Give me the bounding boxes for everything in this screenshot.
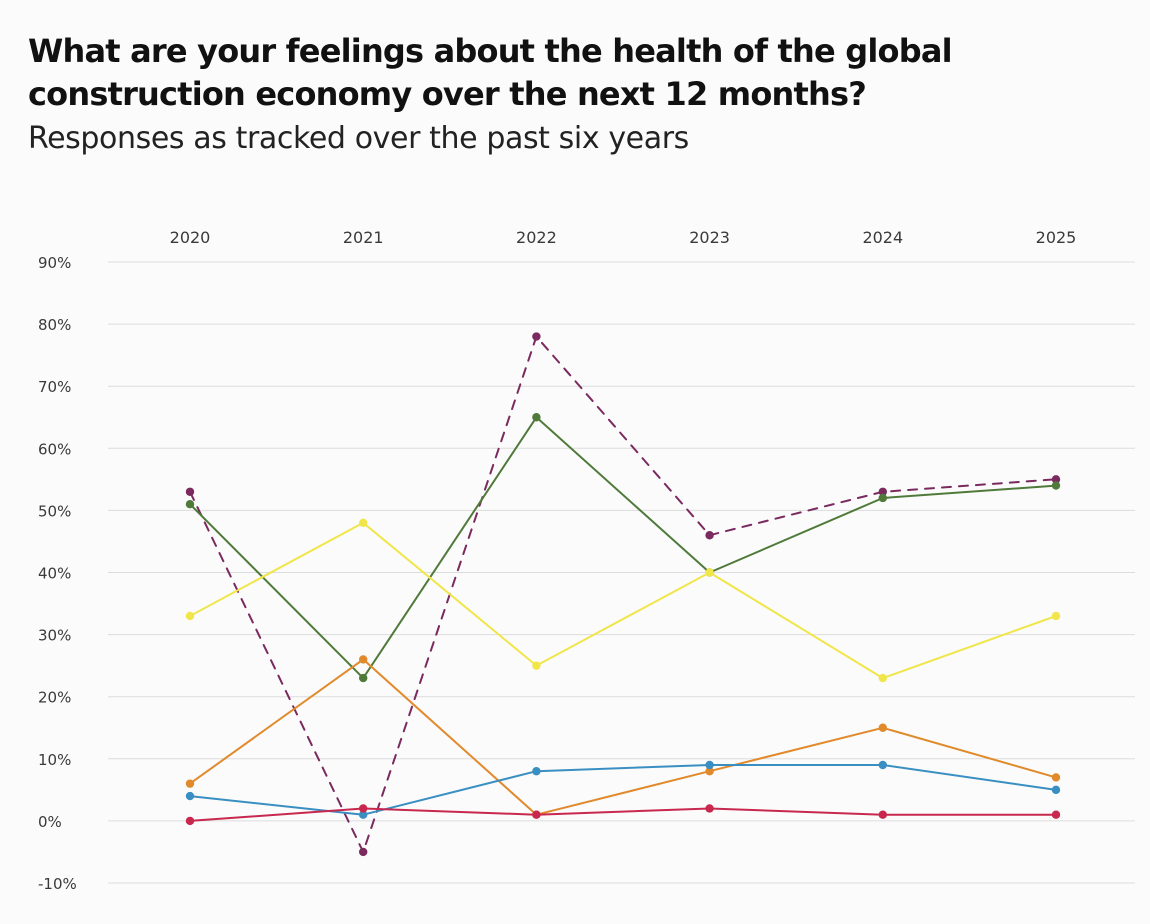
y-tick-label: 90% — [38, 254, 71, 272]
x-tick-label: 2022 — [516, 228, 557, 247]
data-point — [705, 760, 714, 770]
data-point — [1051, 773, 1061, 782]
data-point — [705, 531, 714, 540]
y-tick-label: 20% — [38, 689, 71, 707]
data-point — [532, 810, 541, 819]
data-point — [185, 611, 195, 621]
data-point — [1051, 475, 1061, 484]
series-line — [189, 658, 1057, 816]
data-point — [185, 816, 195, 826]
y-tick-label: 50% — [38, 502, 71, 520]
y-axis-tick-labels: 90% 80% 70% 60% 50% 40% 30% 20% 10% 0% -10% — [38, 254, 77, 893]
data-point — [532, 332, 541, 341]
data-point — [185, 499, 195, 509]
data-point — [1051, 785, 1061, 795]
series-6 — [185, 804, 1061, 826]
data-point — [1051, 810, 1061, 819]
series-line — [189, 521, 1057, 680]
x-tick-label: 2023 — [689, 228, 730, 247]
y-tick-label: 80% — [38, 316, 71, 334]
data-point — [878, 810, 887, 819]
series-line — [189, 764, 1057, 816]
data-point — [359, 673, 368, 683]
series-line — [189, 807, 1057, 822]
gridlines — [108, 261, 1135, 884]
data-point — [878, 723, 887, 732]
data-point — [878, 493, 887, 503]
x-tick-label: 2025 — [1036, 228, 1077, 247]
data-point — [532, 767, 541, 776]
data-point — [878, 487, 887, 496]
data-series — [185, 332, 1061, 857]
series-1 — [185, 332, 1061, 857]
x-tick-label: 2020 — [170, 228, 211, 247]
x-axis-tick-labels: 2020 2021 2022 2023 2024 2025 — [170, 228, 1077, 247]
data-point — [1051, 481, 1061, 490]
data-point — [532, 661, 541, 670]
data-point — [1051, 611, 1061, 621]
data-point — [705, 767, 714, 776]
chart-title: What are your feelings about the health … — [28, 32, 953, 113]
data-point — [185, 791, 195, 801]
y-tick-label: 30% — [38, 627, 71, 645]
data-point — [705, 804, 714, 813]
series-line — [189, 416, 1057, 680]
series-4 — [185, 655, 1061, 819]
data-point — [878, 673, 887, 683]
data-point — [359, 804, 368, 813]
y-tick-label: 40% — [38, 565, 71, 583]
y-tick-label: 70% — [38, 378, 71, 396]
y-tick-label: 60% — [38, 440, 71, 458]
series-3 — [185, 518, 1061, 683]
y-tick-label: -10% — [38, 875, 77, 893]
y-tick-label: 10% — [38, 751, 71, 769]
data-point — [532, 413, 541, 422]
data-point — [359, 655, 368, 664]
y-tick-label: 0% — [38, 813, 62, 831]
chart-subtitle: Responses as tracked over the past six y… — [28, 121, 689, 157]
data-point — [359, 518, 368, 528]
data-point — [185, 487, 195, 496]
data-point — [359, 810, 368, 819]
data-point — [878, 760, 887, 770]
data-point — [359, 847, 368, 857]
series-line — [189, 335, 1057, 853]
x-tick-label: 2024 — [862, 228, 903, 247]
data-point — [705, 568, 714, 577]
data-point — [185, 779, 195, 788]
x-tick-label: 2021 — [343, 228, 384, 247]
chart-header: What are your feelings about the health … — [28, 30, 1118, 158]
series-5 — [185, 760, 1061, 819]
